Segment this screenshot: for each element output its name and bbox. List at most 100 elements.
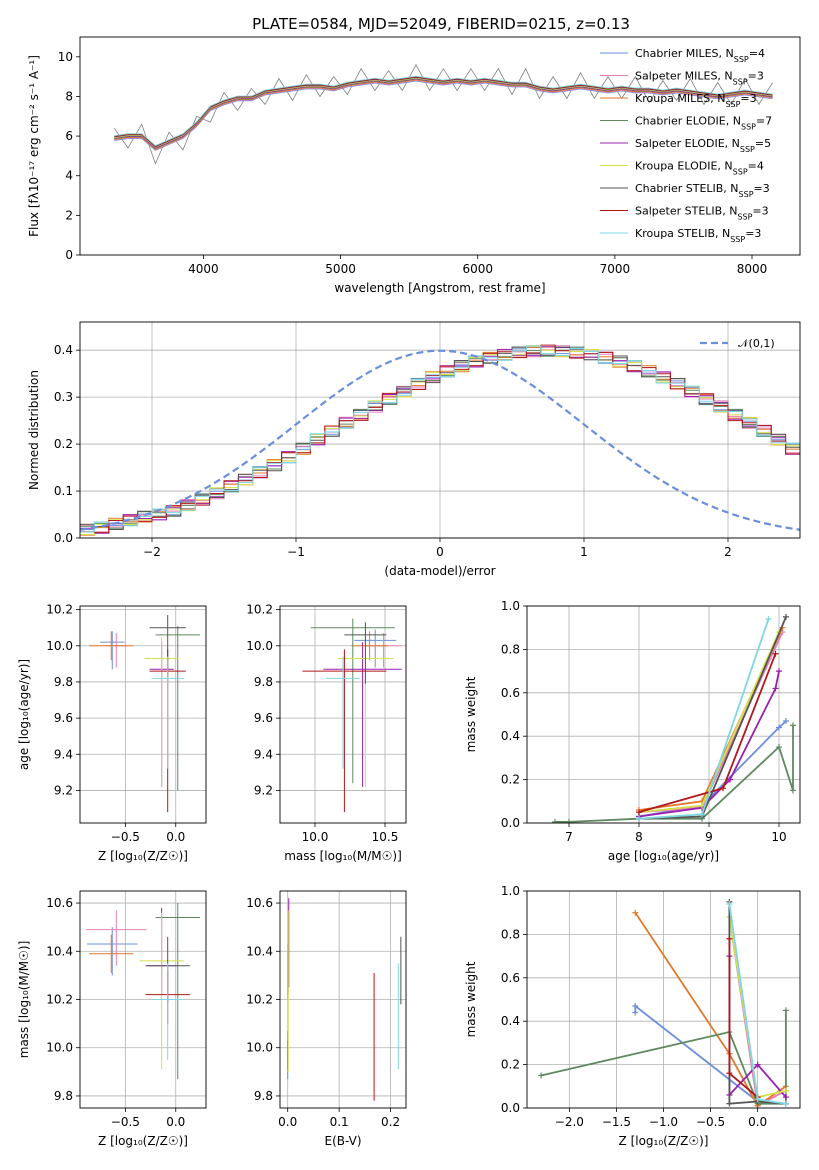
y-tick-label: 9.4 (254, 747, 273, 761)
y-tick-label: 10.0 (246, 1041, 273, 1055)
y-tick-label: 9.2 (54, 783, 73, 797)
model-spectrum-line-chabrier_stelib (114, 76, 773, 148)
x-tick-label: 0.0 (166, 830, 185, 844)
y-tick-label: 10.2 (46, 603, 73, 617)
y-axis-label: age [log₁₀(age/yr)] (17, 659, 31, 770)
legend-label-kroupa_stelib: Kroupa STELIB, NSSP=3 (635, 227, 761, 244)
legend-nssp: =3 (745, 227, 761, 240)
x-tick-label: 9 (705, 830, 713, 844)
weight-point-chabrier_elodie (790, 787, 796, 794)
y-tick-label: 0.2 (501, 773, 520, 787)
weight-point-salpeter_stelib (720, 785, 726, 792)
weight-point-chabrier_elodie (538, 1072, 545, 1079)
x-tick-label: 0.1 (330, 1115, 349, 1129)
weight-point-salpeter_stelib (772, 650, 779, 657)
y-tick-label: 2 (65, 208, 73, 222)
y-tick-label: 1.0 (501, 884, 520, 898)
axes-frame (79, 36, 801, 256)
panel-residuals: −2 −1 0 1 2 0.0 0.1 0.2 0.3 0.4 (data-model)/error… (27, 321, 801, 578)
y-tick-label: 0.6 (501, 971, 520, 985)
y-tick-label: 9.6 (54, 711, 73, 725)
axes-frame (526, 890, 801, 1109)
weight-line-chabrier_miles (638, 720, 787, 818)
model-spectrum-line-salpeter_elodie (114, 78, 773, 149)
plot-area-mass_vs_ebv (287, 898, 402, 1101)
legend-subscript: SSP (733, 167, 748, 176)
model-spectrum-line-kroupa_elodie (114, 77, 773, 148)
y-tick-label: 0.2 (501, 1058, 520, 1072)
y-tick-label: 0.6 (501, 686, 520, 700)
axes-frame (279, 890, 407, 1109)
panel-age_vs_mass: 10.0 10.5 9.2 9.4 9.6 9.8 10.0 10.2 mass [log₁₀(… (246, 603, 407, 863)
weight-point-chabrier_elodie (552, 818, 558, 823)
y-tick-label: 10.4 (246, 944, 273, 958)
y-tick-label: 9.8 (54, 1089, 73, 1103)
model-spectrum-line-chabrier_elodie (114, 78, 773, 150)
y-tick-label: 10.2 (46, 993, 73, 1007)
x-tick-label: −1 (287, 545, 305, 559)
x-tick-label: 0.0 (278, 1115, 297, 1129)
x-tick-label: −0.5 (111, 830, 140, 844)
y-tick-label: 10.2 (246, 993, 273, 1007)
y-tick-label: 9.8 (254, 675, 273, 689)
axes-frame (79, 321, 801, 539)
plot-area-weight_vs_z (538, 898, 789, 1108)
y-tick-label: 1.0 (501, 599, 520, 613)
weight-point-kroupa_stelib (726, 901, 733, 908)
legend-subscript: SSP (739, 190, 754, 199)
weight-point-chabrier_stelib (783, 613, 789, 620)
x-tick-label: −1.5 (602, 1115, 631, 1129)
weight-point-salpeter_elodie (772, 685, 779, 692)
weight-point-chabrier_stelib (726, 1100, 733, 1107)
x-axis-label: wavelength [Angstrom, rest frame] (334, 281, 545, 295)
x-axis-label: Z [log₁₀(Z/Z☉)] (98, 849, 188, 863)
weight-point-kroupa_stelib (699, 811, 705, 818)
legend-nssp: =3 (748, 70, 764, 83)
y-tick-label: 10.0 (46, 1041, 73, 1055)
plot-area-age_vs_mass (302, 618, 402, 813)
plot-area-weight_vs_age (552, 613, 796, 823)
weight-point-salpeter_elodie (727, 776, 733, 783)
histogram-salpeter_stelib (80, 344, 800, 534)
plot-area-age_vs_z (89, 615, 200, 813)
histogram-chabrier_stelib (80, 346, 800, 530)
x-axis-label: Z [log₁₀(Z/Z☉)] (98, 1134, 188, 1148)
weight-point-salpeter_elodie (782, 1094, 789, 1101)
y-tick-label: 10 (58, 50, 73, 64)
x-tick-label: 7 (565, 830, 573, 844)
y-tick-label: 10.0 (246, 639, 273, 653)
histogram-kroupa_stelib (80, 345, 800, 533)
axes-frame (279, 605, 407, 824)
y-tick-label: 4 (65, 169, 73, 183)
legend-subscript: SSP (733, 77, 748, 86)
x-tick-label: −2 (143, 545, 161, 559)
weight-point-salpeter_stelib (726, 1070, 733, 1077)
legend-label-chabrier_stelib: Chabrier STELIB, NSSP=3 (635, 182, 770, 199)
x-axis-label: Z [log₁₀(Z/Z☉)] (619, 1134, 709, 1148)
weight-point-kroupa_stelib (782, 1100, 789, 1107)
x-tick-label: 8 (635, 830, 643, 844)
weight-point-salpeter_stelib (636, 809, 642, 816)
legend-subscript: SSP (741, 122, 756, 131)
weight-point-chabrier_elodie (790, 722, 796, 729)
legend-subscript: SSP (734, 55, 749, 64)
legend-nssp: =4 (749, 47, 765, 60)
legend-label-chabrier_miles: Chabrier MILES, NSSP=4 (635, 47, 765, 64)
legend-nssp: =5 (755, 137, 771, 150)
legend-nssp: =3 (740, 92, 756, 105)
x-tick-label: 0.0 (748, 1115, 767, 1129)
x-tick-label: 2 (724, 545, 732, 559)
y-axis-label: Flux [fλ10⁻¹⁷ erg cm⁻² s⁻¹ A⁻¹] (27, 55, 41, 237)
model-spectrum-line-kroupa_stelib (114, 75, 773, 147)
x-tick-label: 7000 (600, 262, 631, 276)
y-tick-label: 0.8 (501, 642, 520, 656)
x-axis-label: (data-model)/error (384, 564, 495, 578)
legend-label-kroupa_elodie: Kroupa ELODIE, NSSP=4 (635, 160, 764, 177)
y-tick-label: 0.0 (501, 1101, 520, 1115)
x-tick-label: −0.5 (696, 1115, 725, 1129)
panel-weight_vs_z: −2.0 −1.5 −1.0 −0.5 0.0 0.0 0.2 0.4 0.6 0.8 1.0 Z [… (464, 884, 801, 1148)
y-tick-label: 0.4 (501, 1014, 520, 1028)
x-tick-label: 10.0 (302, 830, 329, 844)
weight-line-chabrier_stelib (638, 616, 787, 820)
